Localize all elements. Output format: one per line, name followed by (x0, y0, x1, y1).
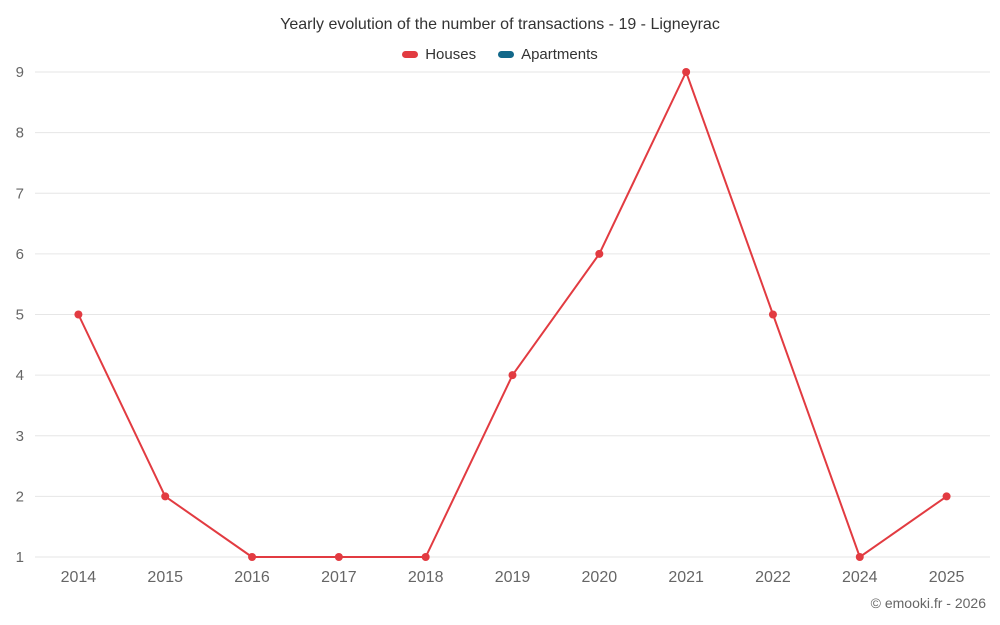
legend-item-houses[interactable]: Houses (402, 46, 476, 63)
houses-legend-marker-icon (402, 51, 419, 58)
y-axis-tick-label: 8 (16, 125, 24, 142)
y-axis-tick-label: 2 (16, 488, 24, 505)
legend-label-houses: Houses (425, 46, 477, 63)
y-axis-tick-label: 9 (16, 64, 24, 81)
data-point-houses-2022 (768, 310, 777, 319)
x-axis-tick-label: 2015 (147, 569, 183, 586)
x-axis-tick-label: 2020 (582, 569, 618, 586)
data-point-houses-2021 (682, 68, 691, 76)
data-point-houses-2020 (595, 249, 604, 258)
y-axis-tick-label: 3 (16, 428, 24, 445)
chart-legend: Houses Apartments (0, 46, 1000, 63)
x-axis-tick-label: 2024 (842, 569, 878, 586)
x-axis-tick-label: 2022 (755, 569, 791, 586)
data-point-houses-2025 (942, 492, 951, 501)
data-point-houses-2016 (248, 553, 257, 561)
y-axis-tick-label: 4 (16, 367, 24, 384)
x-axis-tick-label: 2019 (495, 569, 531, 586)
data-point-houses-2017 (334, 553, 343, 561)
x-axis-tick-label: 2014 (61, 569, 97, 586)
legend-item-apartments[interactable]: Apartments (498, 46, 598, 63)
data-point-houses-2018 (421, 553, 430, 561)
legend-label-apartments: Apartments (521, 46, 598, 63)
y-axis-tick-label: 6 (16, 246, 24, 263)
x-axis-tick-label: 2016 (234, 569, 270, 586)
data-point-houses-2019 (508, 371, 517, 380)
apartments-legend-marker-icon (498, 51, 515, 58)
y-axis-tick-label: 7 (16, 185, 24, 202)
x-axis-tick-label: 2018 (408, 569, 444, 586)
attribution-text: © emooki.fr - 2026 (870, 595, 986, 611)
data-point-houses-2015 (161, 492, 170, 501)
x-axis-tick-label: 2017 (321, 569, 357, 586)
data-point-houses-2024 (855, 553, 864, 561)
chart-title: Yearly evolution of the number of transa… (280, 16, 720, 33)
x-axis-tick-label: 2025 (929, 569, 965, 586)
y-axis-tick-label: 5 (16, 307, 24, 324)
y-axis-tick-label: 1 (16, 549, 24, 566)
data-point-houses-2014 (74, 310, 83, 319)
x-axis-tick-label: 2021 (668, 569, 704, 586)
